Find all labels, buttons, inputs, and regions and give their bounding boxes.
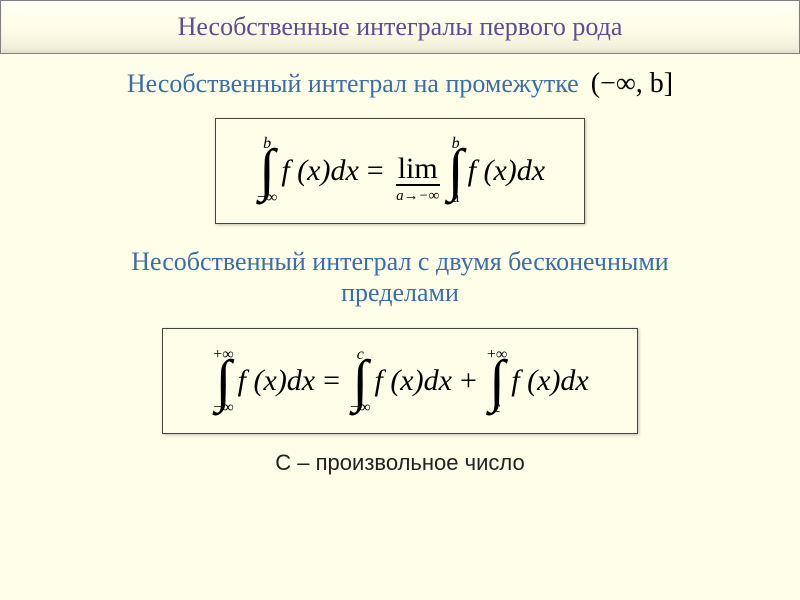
section-heading-2: Несобственный интеграл с двумя бесконечн… (0, 246, 800, 308)
interval-notation: (−∞, b] (591, 68, 673, 100)
integral-symbol: +∞ ∫ c (487, 347, 507, 417)
integral-symbol: b ∫ −∞ (257, 136, 277, 206)
formula-box-1: b ∫ −∞ f (x)dx = lim a→−∞ b ∫ a f (x)dx (215, 118, 585, 224)
integral-symbol: c ∫ −∞ (350, 347, 370, 417)
title-bar: Несобственные интегралы первого рода (0, 0, 800, 54)
limit-operator: lim a→−∞ (396, 154, 440, 205)
formula2-expression: +∞ ∫ −∞ f (x)dx = c ∫ −∞ f (x)dx + +∞ ∫ … (211, 347, 589, 417)
page-title: Несобственные интегралы первого рода (178, 12, 623, 42)
heading1-text: Несобственный интеграл на промежутке (127, 69, 579, 99)
heading2-line2: пределами (0, 277, 800, 308)
formula1-expression: b ∫ −∞ f (x)dx = lim a→−∞ b ∫ a f (x)dx (255, 136, 545, 206)
heading2-line1: Несобственный интеграл с двумя бесконечн… (0, 246, 800, 277)
integral-symbol: +∞ ∫ −∞ (213, 347, 233, 417)
footnote-text: С – произвольное число (0, 450, 800, 476)
formula-box-2: +∞ ∫ −∞ f (x)dx = c ∫ −∞ f (x)dx + +∞ ∫ … (162, 328, 638, 434)
section-heading-1: Несобственный интеграл на промежутке (−∞… (0, 68, 800, 100)
integral-symbol: b ∫ a (448, 136, 464, 206)
